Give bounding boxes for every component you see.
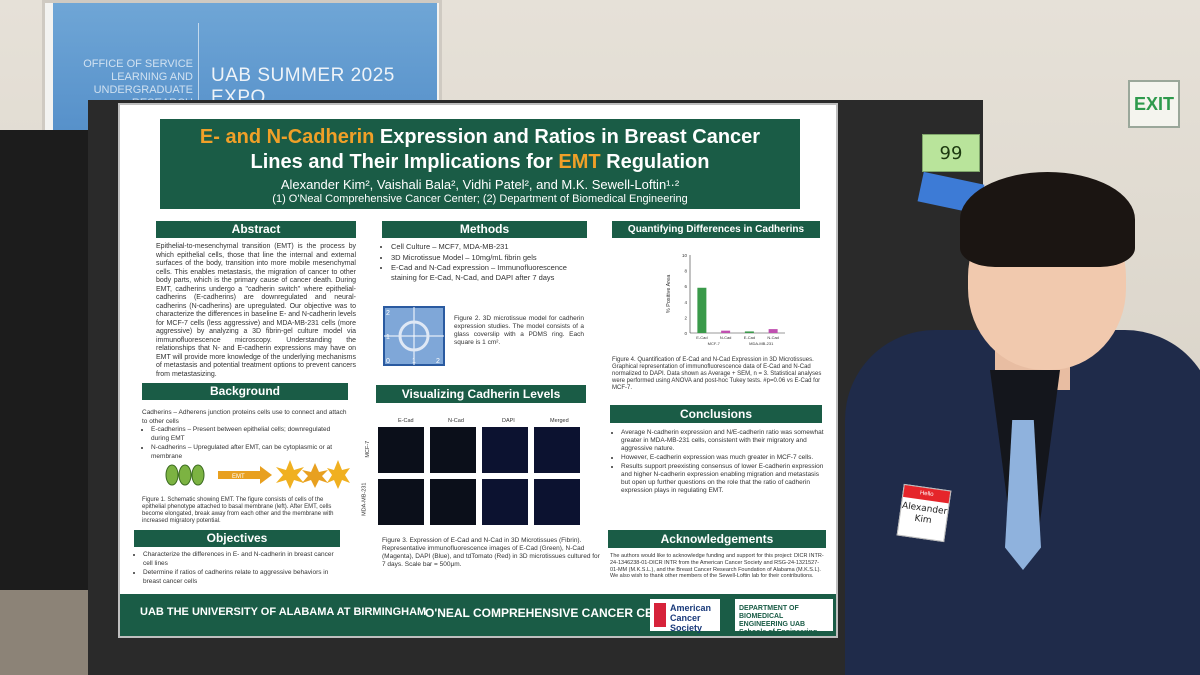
microtissue-model-figure: 2 1 0 1 2: [383, 306, 445, 366]
poster-authors: Alexander Kim², Vaishali Bala², Vidhi Pa…: [280, 177, 680, 192]
y-tick-label: 10: [682, 253, 688, 258]
visualizing-heading: Visualizing Cadherin Levels: [376, 385, 586, 403]
title-part: Regulation: [600, 151, 710, 173]
emt-schematic: EMT: [165, 460, 350, 489]
acs-logo: American Cancer Society: [650, 599, 720, 633]
objectives-heading: Objectives: [134, 530, 340, 547]
background-heading: Background: [142, 383, 348, 400]
grid-label: 0: [386, 358, 390, 365]
cadherin-bar-chart: 10 8 6 4 2 0 % Positive Area E-Cad N-Cad E-Cad N-C…: [666, 253, 785, 345]
y-tick-label: 0: [684, 331, 687, 336]
abstract-body: Epithelial-to-mesenchymal transition (EM…: [156, 243, 356, 378]
conclusions-heading: Conclusions: [610, 405, 822, 423]
conclusion-item: Average N-cadherin expression and N/E-ca…: [621, 429, 824, 453]
bar: [768, 329, 778, 333]
x-tick-label: N-Cad: [720, 335, 732, 340]
micrograph: [534, 479, 580, 525]
emt-arrow-label: EMT: [232, 474, 245, 480]
conclusion-item: However, E-cadherin expression was much …: [621, 454, 824, 462]
board-number-tag: 99: [922, 134, 980, 172]
quantifying-heading: Quantifying Differences in Cadherins: [612, 221, 820, 238]
bar: [744, 331, 754, 333]
conclusions-body: Average N-cadherin expression and N/E-ca…: [612, 429, 824, 496]
title-part: Expression and Ratios in Breast Cancer: [374, 126, 761, 148]
figure1-caption: Figure 1. Schematic showing EMT. The fig…: [142, 497, 334, 524]
x-tick-label: N-Cad: [767, 335, 779, 340]
poster-footer: UAB THE UNIVERSITY OF ALABAMA AT BIRMING…: [120, 594, 836, 636]
left-display-panel: [0, 130, 95, 590]
y-tick-label: 2: [684, 315, 687, 320]
screen-office-text: OFFICE OF SERVICE LEARNING AND UNDERGRAD…: [83, 58, 193, 109]
group-label: MDA-MB-231: [749, 341, 774, 345]
group-label: MCF-7: [708, 341, 721, 345]
x-tick-label: E-Cad: [744, 335, 755, 340]
col-label: Merged: [550, 418, 569, 424]
person-tie: [1005, 420, 1041, 570]
figure3-caption: Figure 3. Expression of E-Cad and N-Cad …: [382, 537, 600, 568]
title-highlight-cadherin: E- and N-Cadherin: [199, 126, 375, 148]
title-part: Lines and Their Implications for: [250, 151, 559, 173]
uab-logo: UAB THE UNIVERSITY OF ALABAMA AT BIRMING…: [140, 606, 427, 618]
grid-label: 1: [412, 358, 416, 365]
figure2-caption: Figure 2. 3D microtissue model for cadhe…: [454, 315, 584, 346]
y-tick-label: 4: [684, 300, 687, 305]
oneal-logo: O'NEAL COMPREHENSIVE CANCER CENTER: [425, 606, 686, 620]
nametag-name: Alexander Kim: [901, 500, 948, 527]
bar: [697, 287, 707, 333]
y-tick-label: 8: [684, 269, 687, 274]
method-item: 3D Microtissue Model – 10mg/mL fibrin ge…: [391, 253, 592, 263]
conclusion-item: Results support preexisting consensus of…: [621, 463, 824, 495]
micrograph: [430, 427, 476, 473]
grid-label: 2: [386, 310, 390, 317]
poster-title-bar: E- and N-Cadherin Expression and Ratios …: [160, 119, 800, 209]
micrograph: [378, 427, 424, 473]
person-hair: [960, 172, 1135, 267]
objective-item: Characterize the differences in E- and N…: [143, 551, 344, 568]
objectives-body: Characterize the differences in E- and N…: [134, 551, 344, 587]
bar: [721, 330, 731, 333]
poster-title: E- and N-Cadherin Expression and Ratios …: [160, 119, 800, 175]
methods-body: Cell Culture – MCF7, MDA-MB-231 3D Micro…: [382, 242, 592, 283]
background-item: N-cadherins – Upregulated after EMT, can…: [151, 444, 348, 461]
background-intro: Cadherins – Adherens junction proteins c…: [142, 409, 347, 425]
acknowledgements-body: The authors would like to acknowledge fu…: [610, 553, 824, 580]
bme-logo: DEPARTMENT OF BIOMEDICAL ENGINEERING UAB…: [735, 599, 833, 636]
exit-sign: EXIT: [1128, 80, 1180, 128]
method-item: Cell Culture – MCF7, MDA-MB-231: [391, 242, 592, 252]
objective-item: Determine if ratios of cadherins relate …: [143, 569, 344, 586]
micrograph: [482, 479, 528, 525]
x-tick-label: E-Cad: [696, 335, 707, 340]
screen-divider: [198, 23, 199, 143]
figure4-caption: Figure 4. Quantification of E-Cad and N-…: [612, 357, 822, 391]
micrograph: [534, 427, 580, 473]
grid-label: 1: [386, 334, 390, 341]
row-label: MCF-7: [365, 440, 372, 458]
micrograph: [430, 479, 476, 525]
methods-heading: Methods: [382, 221, 587, 238]
row-label: MDA-MB-231: [361, 482, 368, 516]
y-axis-label: % Positive Area: [666, 274, 672, 313]
name-tag: Hello Alexander Kim: [896, 483, 952, 543]
background-body: Cadherins – Adherens junction proteins c…: [142, 409, 348, 462]
method-item: E-Cad and N-Cad expression – Immunofluor…: [391, 263, 592, 282]
abstract-heading: Abstract: [156, 221, 356, 238]
col-label: E-Cad: [398, 418, 414, 424]
poster-affiliations: (1) O'Neal Comprehensive Cancer Center; …: [272, 193, 688, 205]
title-highlight-emt: EMT: [558, 151, 601, 173]
y-tick-label: 6: [684, 284, 687, 289]
research-poster: E- and N-Cadherin Expression and Ratios …: [118, 103, 838, 638]
micrograph: [482, 427, 528, 473]
background-item: E-cadherins – Present between epithelial…: [151, 426, 348, 443]
acknowledgements-heading: Acknowledgements: [608, 530, 826, 548]
micrograph: [378, 479, 424, 525]
grid-label: 2: [436, 358, 440, 365]
col-label: N-Cad: [448, 418, 464, 424]
col-label: DAPI: [502, 418, 515, 424]
